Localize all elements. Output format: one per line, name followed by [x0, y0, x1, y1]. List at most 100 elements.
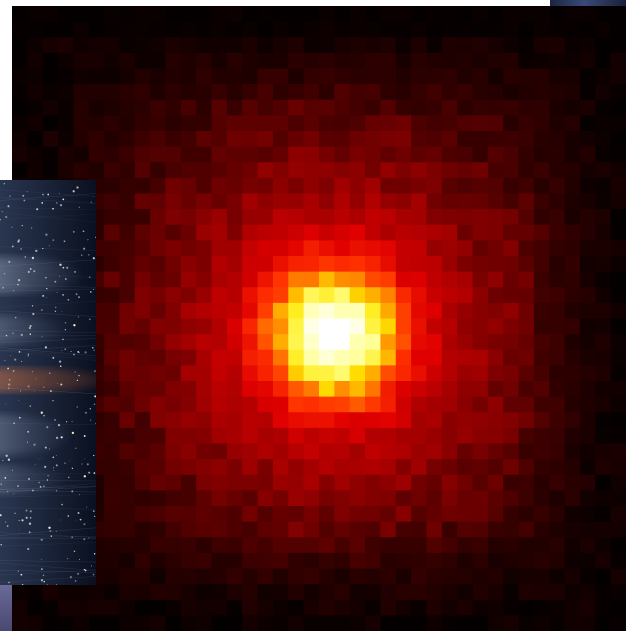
heatmap-cell: [441, 84, 458, 101]
heatmap-cell: [334, 427, 351, 445]
heatmap-cell: [319, 162, 335, 179]
heatmap-cell: [472, 162, 489, 179]
heatmap-cell: [441, 256, 458, 273]
star-dot: [27, 547, 30, 551]
heatmap-cell: [349, 52, 366, 70]
heatmap-cell: [349, 396, 366, 413]
heatmap-cell: [150, 521, 167, 538]
heatmap-cell: [395, 381, 412, 398]
heatmap-cell: [288, 256, 305, 273]
heatmap-cell: [411, 302, 428, 320]
heatmap-cell: [104, 349, 121, 366]
heatmap-cell: [564, 99, 581, 116]
heatmap-cell: [533, 490, 550, 507]
heatmap-cell: [288, 599, 305, 616]
heatmap-cell: [272, 474, 289, 491]
heatmap-cell: [257, 412, 274, 429]
heatmap-cell: [272, 209, 289, 226]
star-dot: [25, 509, 28, 512]
heatmap-cell: [503, 459, 520, 476]
heatmap-cell: [272, 162, 289, 179]
light-streak: [0, 330, 96, 333]
heatmap-cell: [441, 412, 458, 429]
heatmap-cell: [242, 552, 259, 570]
heatmap-cell: [104, 334, 121, 351]
star-dot: [93, 196, 94, 197]
heatmap-cell: [180, 240, 197, 257]
star-dot: [31, 305, 34, 307]
heatmap-cell: [88, 162, 105, 179]
heatmap-cell: [180, 459, 197, 476]
heatmap-cell: [487, 177, 504, 195]
heatmap-cell: [441, 209, 458, 226]
heatmap-cell: [165, 224, 182, 241]
heatmap-cell: [487, 209, 504, 226]
heatmap-cell: [487, 52, 504, 70]
heatmap-cell: [380, 349, 397, 366]
star-dot: [54, 310, 57, 312]
heatmap-cell: [319, 224, 335, 241]
heatmap-cell: [242, 443, 259, 460]
heatmap-cell: [441, 146, 458, 163]
heatmap-cell: [242, 537, 259, 554]
heatmap-cell: [211, 412, 228, 429]
heatmap-cell: [42, 68, 59, 85]
corner-image-fragment: [550, 0, 626, 7]
star-dot: [63, 240, 66, 243]
heatmap-cell: [549, 99, 566, 116]
heatmap-cell: [349, 162, 366, 179]
star-dot: [88, 276, 91, 278]
heatmap-cell: [165, 131, 182, 148]
heatmap-cell: [518, 287, 535, 304]
heatmap-cell: [411, 256, 428, 273]
heatmap-cell: [334, 162, 351, 179]
star-dot: [18, 416, 21, 419]
heatmap-cell: [319, 209, 335, 226]
heatmap-cell: [104, 427, 121, 445]
star-dot: [20, 390, 21, 392]
heatmap-cell: [272, 365, 289, 382]
heatmap-cell: [503, 506, 520, 523]
star-dot: [25, 516, 28, 519]
heatmap-cell: [303, 52, 320, 70]
star-dot: [18, 400, 20, 401]
heatmap-cell: [257, 568, 274, 585]
heatmap-cell: [487, 381, 504, 398]
heatmap-cell: [579, 52, 596, 70]
star-dot: [88, 471, 91, 474]
heatmap-cell: [196, 381, 213, 398]
heatmap-cell: [579, 6, 596, 23]
light-streak: [0, 569, 96, 576]
heatmap-cell: [533, 599, 550, 616]
heatmap-cell: [88, 6, 105, 23]
heatmap-cell: [441, 52, 458, 70]
star-dot: [36, 208, 39, 211]
heatmap-cell: [165, 21, 182, 38]
heatmap-cell: [549, 490, 566, 507]
star-dot: [78, 558, 80, 560]
heatmap-cell: [564, 568, 581, 585]
star-dot: [75, 519, 76, 521]
star-dot: [73, 324, 76, 327]
heatmap-cell: [150, 21, 167, 38]
heatmap-cell: [549, 396, 566, 413]
heatmap-cell: [518, 349, 535, 366]
heatmap-cell: [610, 459, 626, 476]
star-dot: [86, 463, 89, 466]
star-dot: [41, 202, 44, 204]
heatmap-cell: [272, 193, 289, 210]
heatmap-cell: [395, 459, 412, 476]
heatmap-cell: [196, 193, 213, 210]
heatmap-cell: [610, 506, 626, 523]
heatmap-cell: [334, 240, 351, 257]
heatmap-cell: [487, 302, 504, 320]
heatmap-cell: [134, 552, 151, 570]
heatmap-cell: [180, 334, 197, 351]
heatmap-cell: [211, 84, 228, 101]
heatmap-cell: [104, 318, 121, 335]
heatmap-cell: [288, 52, 305, 70]
star-dot: [91, 346, 94, 349]
star-dot: [93, 349, 95, 351]
heatmap-cell: [549, 412, 566, 429]
heatmap-cell: [426, 256, 443, 273]
